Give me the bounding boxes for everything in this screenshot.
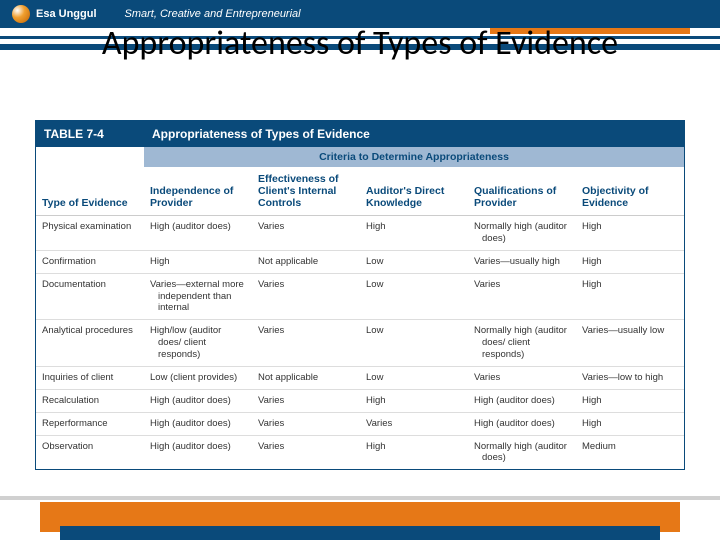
footer bbox=[0, 490, 720, 540]
table-cell: Varies bbox=[252, 389, 360, 412]
footer-gray-bar bbox=[0, 496, 720, 500]
table-cell: Varies bbox=[252, 412, 360, 435]
table-cell: Normally high (auditor does) bbox=[468, 435, 576, 469]
table-cell: Varies bbox=[360, 412, 468, 435]
table-cell: High bbox=[576, 250, 684, 273]
table-cell: Varies bbox=[252, 435, 360, 469]
table-cell: High bbox=[576, 412, 684, 435]
col-header: Independence of Provider bbox=[144, 167, 252, 216]
table-cell: Varies bbox=[252, 216, 360, 251]
table-cell: Low bbox=[360, 320, 468, 367]
col-header: Qualifications of Provider bbox=[468, 167, 576, 216]
table-cell: Observation bbox=[36, 435, 144, 469]
table-cell: High (auditor does) bbox=[144, 389, 252, 412]
table-cell: Analytical procedures bbox=[36, 320, 144, 367]
brand-tagline: Smart, Creative and Entrepreneurial bbox=[125, 8, 301, 20]
col-header: Effectiveness of Client's Internal Contr… bbox=[252, 167, 360, 216]
table-cell: Varies bbox=[252, 273, 360, 320]
table-cell: Varies bbox=[252, 320, 360, 367]
table-cell: High bbox=[360, 435, 468, 469]
table-cell: High bbox=[360, 216, 468, 251]
table-cell: Inquiries of client bbox=[36, 366, 144, 389]
table-cell: Low bbox=[360, 273, 468, 320]
table-cell: Normally high (auditor does) bbox=[468, 216, 576, 251]
table-cell: Normally high (auditor does/ client resp… bbox=[468, 320, 576, 367]
table-cell: Not applicable bbox=[252, 250, 360, 273]
table-cell: Varies—external more independent than in… bbox=[144, 273, 252, 320]
spacer bbox=[36, 147, 144, 167]
table-cell: High (auditor does) bbox=[468, 412, 576, 435]
table-title-row: TABLE 7-4 Appropriateness of Types of Ev… bbox=[36, 121, 684, 147]
footer-navy-bar bbox=[60, 526, 660, 540]
table-cell: Low bbox=[360, 366, 468, 389]
brand-name: Esa Unggul bbox=[36, 8, 97, 20]
col-header: Objectivity of Evidence bbox=[576, 167, 684, 216]
table-cell: High (auditor does) bbox=[144, 435, 252, 469]
table-cell: High bbox=[144, 250, 252, 273]
table-cell: High bbox=[576, 273, 684, 320]
table-label: TABLE 7-4 bbox=[36, 121, 144, 147]
table-row: ReperformanceHigh (auditor does)VariesVa… bbox=[36, 412, 684, 435]
table-body: Physical examinationHigh (auditor does)V… bbox=[36, 216, 684, 470]
table-row: DocumentationVaries—external more indepe… bbox=[36, 273, 684, 320]
table-header-row: Type of Evidence Independence of Provide… bbox=[36, 167, 684, 216]
table-cell: Low bbox=[360, 250, 468, 273]
table-cell: Recalculation bbox=[36, 389, 144, 412]
table: TABLE 7-4 Appropriateness of Types of Ev… bbox=[36, 121, 684, 469]
table-cell: Confirmation bbox=[36, 250, 144, 273]
table-cell: High (auditor does) bbox=[144, 216, 252, 251]
table-cell: Varies—low to high bbox=[576, 366, 684, 389]
logo-orb-icon bbox=[12, 5, 30, 23]
slide-title: Appropriateness of Types of Evidence bbox=[0, 26, 720, 62]
table-row: ConfirmationHighNot applicableLowVaries—… bbox=[36, 250, 684, 273]
col-header: Type of Evidence bbox=[36, 167, 144, 216]
criteria-banner: Criteria to Determine Appropriateness bbox=[144, 147, 684, 167]
table-cell: High bbox=[360, 389, 468, 412]
table-cell: High bbox=[576, 216, 684, 251]
evidence-table: TABLE 7-4 Appropriateness of Types of Ev… bbox=[35, 120, 685, 470]
table-cell: Not applicable bbox=[252, 366, 360, 389]
criteria-banner-row: Criteria to Determine Appropriateness bbox=[36, 147, 684, 167]
table-cell: High (auditor does) bbox=[468, 389, 576, 412]
table-cell: Varies—usually low bbox=[576, 320, 684, 367]
table-cell: High (auditor does) bbox=[144, 412, 252, 435]
table-row: ObservationHigh (auditor does)VariesHigh… bbox=[36, 435, 684, 469]
table-cell: Varies bbox=[468, 273, 576, 320]
table-row: Analytical proceduresHigh/low (auditor d… bbox=[36, 320, 684, 367]
table-row: RecalculationHigh (auditor does)VariesHi… bbox=[36, 389, 684, 412]
table-cell: Documentation bbox=[36, 273, 144, 320]
table-cell: Low (client provides) bbox=[144, 366, 252, 389]
col-header: Auditor's Direct Knowledge bbox=[360, 167, 468, 216]
brand-logo: Esa Unggul bbox=[12, 5, 97, 23]
table-cell: Varies—usually high bbox=[468, 250, 576, 273]
table-cell: Physical examination bbox=[36, 216, 144, 251]
table-row: Inquiries of clientLow (client provides)… bbox=[36, 366, 684, 389]
table-cell: Medium bbox=[576, 435, 684, 469]
table-cell: Reperformance bbox=[36, 412, 144, 435]
table-cell: High/low (auditor does/ client responds) bbox=[144, 320, 252, 367]
table-row: Physical examinationHigh (auditor does)V… bbox=[36, 216, 684, 251]
table-caption: Appropriateness of Types of Evidence bbox=[144, 121, 684, 147]
table-cell: Varies bbox=[468, 366, 576, 389]
table-cell: High bbox=[576, 389, 684, 412]
